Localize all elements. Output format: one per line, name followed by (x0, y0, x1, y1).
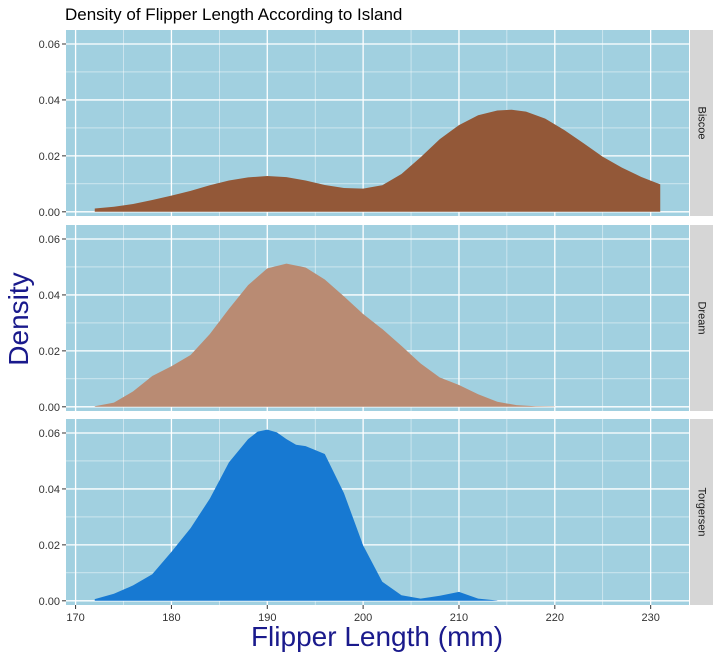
y-axis-label: Density (3, 272, 34, 365)
y-tick-label: 0.06 (39, 234, 60, 246)
x-tick-label: 170 (66, 612, 84, 624)
x-tick-label: 190 (258, 612, 276, 624)
y-tick-label: 0.00 (39, 596, 60, 608)
density-area-biscoe (94, 109, 661, 212)
y-tick-label: 0.00 (39, 207, 60, 219)
facet-label-torgersen: Torgersen (696, 488, 708, 537)
y-tick-label: 0.04 (39, 95, 60, 107)
facet-strip-dream (690, 225, 713, 411)
chart-title: Density of Flipper Length According to I… (65, 5, 402, 24)
x-tick-label: 180 (162, 612, 180, 624)
facet-label-dream: Dream (696, 301, 708, 334)
y-tick-label: 0.04 (39, 484, 60, 496)
x-tick-label: 210 (450, 612, 468, 624)
y-tick-label: 0.06 (39, 39, 60, 51)
x-axis-label: Flipper Length (mm) (251, 621, 503, 652)
facet-label-biscoe: Biscoe (696, 106, 708, 139)
facet-strip-torgersen (690, 419, 713, 605)
x-tick-label: 200 (354, 612, 372, 624)
y-tick-label: 0.04 (39, 290, 60, 302)
density-area-torgersen (94, 429, 498, 601)
facet-strip-biscoe (690, 30, 713, 216)
y-tick-label: 0.02 (39, 346, 60, 358)
y-tick-label: 0.02 (39, 151, 60, 163)
y-tick-label: 0.02 (39, 540, 60, 552)
y-tick-label: 0.06 (39, 428, 60, 440)
x-tick-label: 230 (641, 612, 659, 624)
density-area-dream (94, 263, 555, 407)
y-tick-label: 0.00 (39, 402, 60, 414)
x-tick-label: 220 (546, 612, 564, 624)
